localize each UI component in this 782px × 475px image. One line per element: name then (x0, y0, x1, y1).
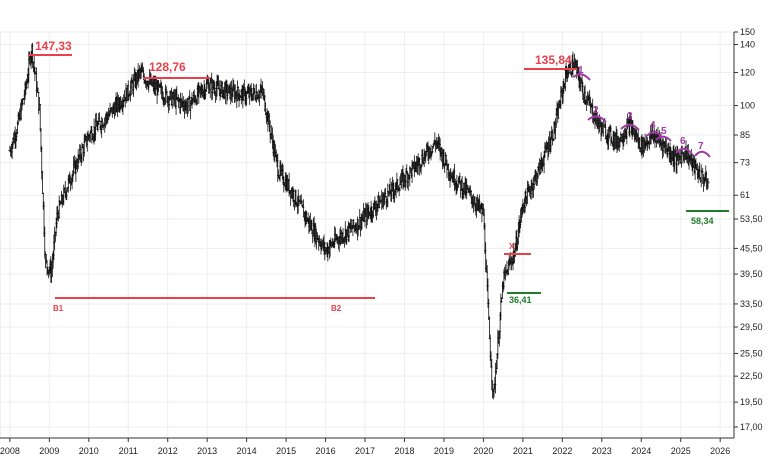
y-tick-label: 17,00 (740, 422, 763, 432)
peak-3-label: 3 (627, 111, 633, 122)
x-tick-label: 2023 (592, 446, 612, 456)
level-135-label: 135,84 (535, 53, 572, 67)
price-bars (8, 42, 710, 400)
level-128-label: 128,76 (149, 60, 186, 74)
peak-6-arc (675, 147, 693, 155)
x-tick-label: 2019 (434, 446, 454, 456)
x-axis: 2008 2009 2010 2011 2012 2013 2014 2015 2016 2017… (0, 437, 734, 456)
y-tick-label: 25,50 (740, 348, 763, 358)
x-tick-label: 2022 (552, 446, 572, 456)
y-tick-label: 61 (740, 190, 750, 200)
x-tick-label: 2014 (237, 446, 257, 456)
x-tick-label: 2017 (355, 446, 375, 456)
x-tick-label: 2011 (119, 446, 138, 456)
x-tick-label: 2021 (513, 446, 533, 456)
plot-area (0, 31, 735, 439)
y-axis: 150 140 120 100 85 73 61 53,50 45,50 39,50 33,50 29… (733, 27, 763, 438)
x-tick-label: 2025 (671, 446, 691, 456)
y-tick-label: 29,50 (740, 322, 763, 332)
peak-5-label: 5 (661, 126, 667, 137)
peak-2-arc (587, 115, 607, 123)
y-tick-label: 22,50 (740, 371, 763, 381)
x-tick-label: 2010 (79, 446, 99, 456)
annotations: 147,33 128,76 135,84 B1 B2 X 36,41 58,34… (28, 39, 729, 313)
peak-7-arc (694, 150, 711, 158)
y-tick-label: 100 (740, 101, 755, 111)
y-tick-label: 33,50 (740, 299, 763, 309)
x-label: X (509, 242, 515, 251)
y-tick-label: 73 (740, 158, 750, 168)
x-tick-label: 2009 (39, 446, 59, 456)
x-tick-label: 2018 (394, 446, 414, 456)
peak-4-arc (646, 131, 662, 137)
peak-6-label: 6 (680, 136, 686, 147)
low-58-label: 58,34 (691, 216, 714, 226)
y-tick-label: 120 (740, 67, 755, 77)
level-147-label: 147,33 (35, 39, 72, 53)
y-tick-label: 45,50 (740, 243, 763, 253)
y-tick-label: 19,50 (740, 397, 763, 407)
b2-label: B2 (331, 304, 342, 313)
peak-7-label: 7 (698, 141, 704, 152)
y-tick-label: 39,50 (740, 269, 763, 279)
peak-2-label: 2 (593, 105, 599, 116)
y-tick-label: 140 (740, 40, 755, 50)
x-tick-label: 2008 (0, 446, 20, 456)
y-tick-label: 85 (740, 130, 750, 140)
b1-label: B1 (53, 304, 64, 313)
y-tick-label: 150 (740, 27, 755, 37)
y-tick-label: 53,50 (740, 214, 763, 224)
x-tick-label: 2013 (197, 446, 217, 456)
x-tick-label: 2024 (631, 446, 651, 456)
x-tick-label: 2012 (158, 446, 178, 456)
x-tick-label: 2026 (710, 446, 730, 456)
peak-4-label: 4 (650, 120, 656, 131)
grid (0, 31, 734, 438)
x-tick-label: 2015 (276, 446, 296, 456)
peak-3-arc (620, 123, 640, 131)
x-tick-label: 2020 (473, 446, 493, 456)
peak-5-arc (655, 135, 672, 142)
low-36-label: 36,41 (509, 295, 532, 305)
x-tick-label: 2016 (316, 446, 336, 456)
peak-1-label: 1 (578, 65, 584, 76)
peak-1-arc (573, 73, 591, 81)
